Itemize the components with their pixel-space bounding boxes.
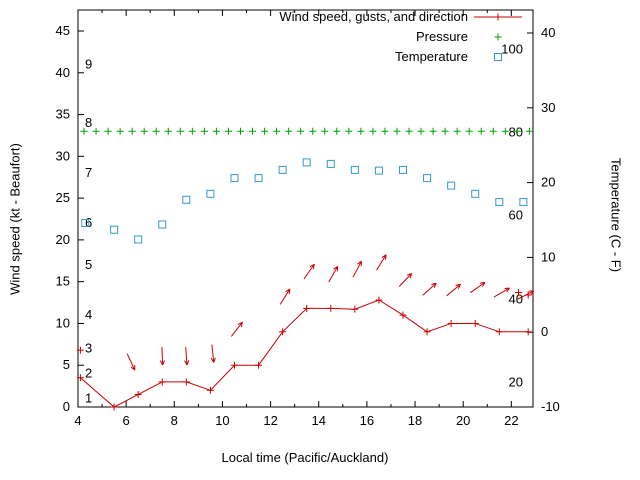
svg-text:4: 4 — [74, 413, 81, 428]
svg-text:35: 35 — [56, 107, 70, 122]
svg-text:18: 18 — [408, 413, 422, 428]
svg-text:4: 4 — [85, 307, 92, 322]
svg-text:20: 20 — [509, 374, 523, 389]
svg-text:5: 5 — [85, 257, 92, 272]
svg-text:30: 30 — [541, 100, 555, 115]
x-axis-title: Local time (Pacific/Auckland) — [221, 450, 389, 465]
svg-text:1: 1 — [85, 391, 92, 406]
svg-text:60: 60 — [509, 208, 523, 223]
svg-text:40: 40 — [509, 291, 523, 306]
svg-text:25: 25 — [56, 190, 70, 205]
svg-text:8: 8 — [171, 413, 178, 428]
legend-label-pressure: Pressure — [415, 29, 468, 44]
svg-text:12: 12 — [263, 413, 277, 428]
legend-label-wind: Wind speed, gusts, and direction — [279, 9, 468, 24]
svg-text:45: 45 — [56, 23, 70, 38]
svg-text:40: 40 — [56, 65, 70, 80]
legend-item-pressure: Pressure — [416, 27, 468, 47]
svg-text:3: 3 — [85, 341, 92, 356]
svg-text:22: 22 — [504, 413, 518, 428]
svg-text:9: 9 — [85, 56, 92, 71]
svg-text:80: 80 — [509, 124, 523, 139]
svg-text:100: 100 — [501, 41, 523, 56]
legend-label-temperature: Temperature — [395, 49, 468, 64]
legend-item-wind: Wind speed, gusts, and direction — [279, 7, 468, 27]
left-axis-title: Wind speed (kt - Beaufort) — [7, 143, 23, 295]
svg-text:10: 10 — [541, 249, 555, 264]
svg-text:40: 40 — [541, 25, 555, 40]
right-axis-title: Temperature (C - F) — [608, 157, 624, 273]
svg-text:30: 30 — [56, 148, 70, 163]
svg-text:-10: -10 — [541, 399, 560, 414]
svg-text:2: 2 — [85, 366, 92, 381]
svg-text:15: 15 — [56, 274, 70, 289]
svg-text:0: 0 — [63, 399, 70, 414]
svg-text:6: 6 — [123, 413, 130, 428]
svg-text:8: 8 — [85, 115, 92, 130]
svg-text:5: 5 — [63, 357, 70, 372]
svg-text:20: 20 — [541, 175, 555, 190]
svg-text:20: 20 — [56, 232, 70, 247]
svg-text:16: 16 — [360, 413, 374, 428]
svg-text:10: 10 — [56, 315, 70, 330]
legend-item-temperature: Temperature — [395, 47, 468, 67]
svg-text:10: 10 — [215, 413, 229, 428]
svg-text:0: 0 — [541, 324, 548, 339]
svg-text:7: 7 — [85, 165, 92, 180]
svg-text:14: 14 — [312, 413, 326, 428]
svg-text:20: 20 — [456, 413, 470, 428]
